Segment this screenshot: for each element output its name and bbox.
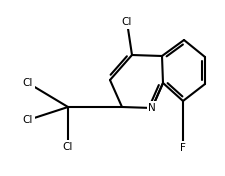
- Text: Cl: Cl: [23, 115, 33, 125]
- Text: F: F: [180, 143, 186, 153]
- Text: Cl: Cl: [122, 17, 132, 27]
- Text: Cl: Cl: [23, 78, 33, 88]
- Text: N: N: [148, 103, 156, 113]
- Text: Cl: Cl: [63, 142, 73, 152]
